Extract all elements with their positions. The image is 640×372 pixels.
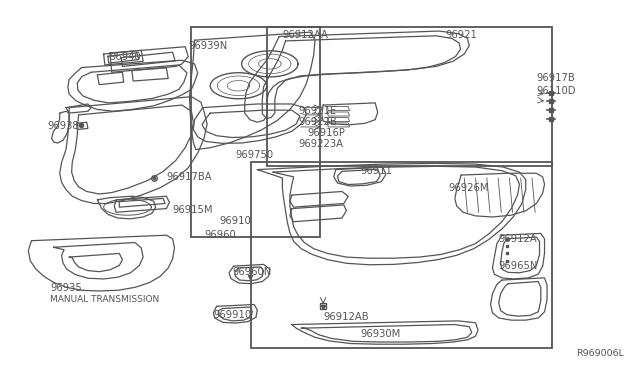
Text: 96912A: 96912A xyxy=(499,234,538,244)
Text: 96912AB: 96912AB xyxy=(323,312,369,322)
Text: 96915M: 96915M xyxy=(173,205,213,215)
Text: 96922B: 96922B xyxy=(298,117,337,127)
Bar xyxy=(251,162,552,348)
Text: 96930M: 96930M xyxy=(361,328,401,339)
Text: 96935: 96935 xyxy=(51,283,82,293)
Text: 969750: 969750 xyxy=(236,150,273,160)
Text: 96939N: 96939N xyxy=(188,41,228,51)
Text: 96110D: 96110D xyxy=(536,86,576,96)
Bar xyxy=(191,28,320,237)
Text: 969910: 969910 xyxy=(213,310,252,320)
Text: 96911: 96911 xyxy=(361,166,393,176)
Text: 96916P: 96916P xyxy=(307,128,346,138)
Text: 96926M: 96926M xyxy=(449,183,489,193)
Text: 96917B: 96917B xyxy=(536,73,575,83)
Text: 969223A: 969223A xyxy=(298,139,343,149)
Text: 96940: 96940 xyxy=(109,52,141,62)
Text: 96938: 96938 xyxy=(47,121,79,131)
Text: 96965N: 96965N xyxy=(499,261,538,271)
Text: MANUAL TRANSMISSION: MANUAL TRANSMISSION xyxy=(51,295,159,304)
Text: 96917BA: 96917BA xyxy=(166,172,212,182)
Text: 96912AA: 96912AA xyxy=(282,30,328,40)
Bar xyxy=(267,28,552,166)
Text: 96910: 96910 xyxy=(220,216,251,226)
Text: 96960: 96960 xyxy=(204,230,236,240)
Text: R969006L: R969006L xyxy=(576,349,624,358)
Text: 96960N: 96960N xyxy=(232,267,271,277)
Text: 96921E: 96921E xyxy=(298,106,336,116)
Text: 96921: 96921 xyxy=(445,30,477,40)
